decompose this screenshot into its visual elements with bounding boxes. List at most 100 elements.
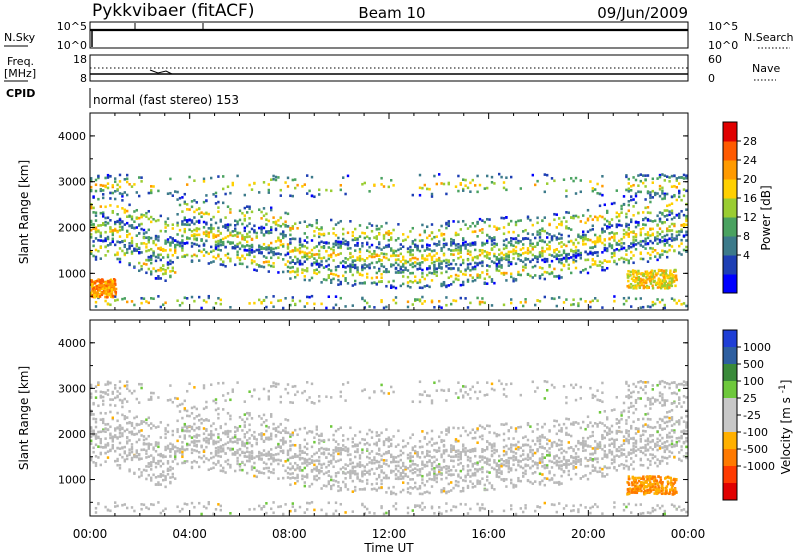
power-cell [373, 255, 376, 259]
power-feature-cell [672, 279, 675, 283]
power-cell [265, 305, 268, 309]
power-cell [169, 243, 172, 246]
power-cell [579, 253, 582, 257]
power-cell [610, 218, 614, 221]
power-cell [510, 219, 513, 223]
power-cell [118, 185, 122, 189]
power-cell [114, 222, 117, 226]
velocity-cell [145, 418, 148, 422]
power-cell [426, 273, 429, 277]
power-cell [402, 265, 405, 268]
velocity-cell [126, 387, 129, 390]
power-cell [438, 305, 441, 308]
power-cell [471, 243, 474, 247]
velocity-cell [183, 407, 186, 410]
power-cell [618, 258, 621, 261]
power-cell [102, 239, 105, 243]
power-cell [495, 258, 498, 261]
power-cell [430, 271, 434, 275]
power-cell [598, 237, 602, 240]
power-cell [438, 173, 441, 176]
velocity-cell [193, 505, 196, 509]
power-cell [661, 221, 664, 224]
velocity-cell [236, 426, 239, 430]
power-cell [102, 213, 105, 216]
power-cell [622, 195, 626, 198]
power-cell [200, 250, 203, 254]
power-cell [200, 239, 203, 243]
power-cell [198, 295, 201, 299]
power-cell [224, 245, 227, 249]
power-cell [414, 256, 417, 260]
beam-label: Beam 10 [358, 4, 425, 22]
power-cell [294, 262, 297, 265]
velocity-cell [313, 463, 316, 467]
power-cell [253, 301, 256, 305]
power-cell [668, 225, 671, 228]
power-cell [150, 215, 153, 219]
power-cell [543, 295, 546, 299]
power-cell [481, 271, 484, 274]
power-cell [615, 262, 618, 266]
power-cell [541, 246, 544, 250]
power-cell [670, 233, 674, 236]
nsearch-tick-low: 10^0 [708, 39, 738, 52]
power-cell [627, 226, 630, 230]
power-cell [279, 299, 282, 302]
velocity-cell [272, 422, 275, 426]
velocity-cell [373, 487, 376, 491]
power-cell [663, 234, 666, 238]
power-cell [133, 226, 136, 230]
power-cell [406, 300, 410, 304]
power-cell [231, 234, 234, 238]
velocity-cell [109, 425, 112, 429]
velocity-cell [164, 427, 167, 430]
velocity-cell [181, 402, 184, 406]
velocity-cell [310, 382, 314, 386]
power-cell [603, 230, 606, 233]
power-cell [618, 219, 621, 223]
power-cell [181, 255, 184, 259]
velocity-cell [102, 429, 105, 433]
velocity-cell [354, 434, 357, 437]
velocity-cell [267, 476, 270, 480]
power-cell [142, 236, 146, 240]
power-cell [522, 243, 525, 246]
velocity-cell [111, 446, 114, 450]
power-cell [255, 263, 258, 266]
power-cell [675, 234, 678, 238]
power-feature-cell [90, 280, 94, 283]
velocity-cell [282, 442, 285, 446]
velocity-cell [255, 438, 258, 441]
power-cell [330, 278, 333, 282]
power-cell [572, 298, 575, 302]
velocity-cell [346, 464, 350, 467]
velocity-cell [356, 450, 359, 454]
power-feature-cell [110, 283, 113, 287]
power-cell [274, 227, 278, 231]
velocity-cell [140, 383, 143, 386]
power-cell [147, 249, 150, 252]
velocity-cell [126, 506, 129, 510]
power-cell [596, 254, 599, 258]
velocity-cell [363, 487, 366, 491]
nsky-tick-low: 10^0 [57, 39, 87, 52]
power-cell [658, 255, 662, 259]
power-cell [238, 258, 242, 262]
velocity-cell [147, 424, 150, 427]
velocity-cell [226, 411, 230, 415]
power-cell [433, 235, 436, 239]
power-cell [512, 230, 515, 234]
power-feature-cell [630, 277, 634, 281]
power-feature-cell [99, 279, 102, 282]
power-cell [262, 234, 266, 237]
power-cell [622, 260, 626, 264]
power-cell [342, 176, 345, 179]
velocity-cell [375, 477, 378, 481]
power-cell [380, 300, 383, 304]
power-cell [466, 263, 470, 266]
power-cell [308, 251, 311, 255]
power-cell [589, 246, 592, 250]
power-cell [572, 254, 575, 258]
power-cell [375, 235, 378, 238]
